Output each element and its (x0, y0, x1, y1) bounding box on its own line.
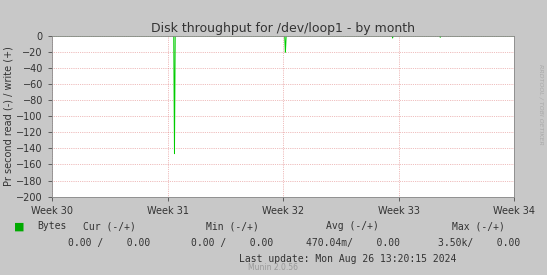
Text: Min (-/+): Min (-/+) (206, 221, 259, 231)
Text: Max (-/+): Max (-/+) (452, 221, 505, 231)
Text: 0.00 /    0.00: 0.00 / 0.00 (68, 238, 150, 248)
Text: Munin 2.0.56: Munin 2.0.56 (248, 263, 299, 272)
Text: Cur (-/+): Cur (-/+) (83, 221, 136, 231)
Title: Disk throughput for /dev/loop1 - by month: Disk throughput for /dev/loop1 - by mont… (151, 21, 415, 35)
Text: 3.50k/    0.00: 3.50k/ 0.00 (438, 238, 520, 248)
Text: Bytes: Bytes (37, 221, 67, 231)
Text: 470.04m/    0.00: 470.04m/ 0.00 (306, 238, 400, 248)
Text: RRDTOOL / TOBI OETIKER: RRDTOOL / TOBI OETIKER (538, 64, 543, 145)
Text: 0.00 /    0.00: 0.00 / 0.00 (191, 238, 274, 248)
Y-axis label: Pr second read (-) / write (+): Pr second read (-) / write (+) (3, 46, 14, 186)
Text: Last update: Mon Aug 26 13:20:15 2024: Last update: Mon Aug 26 13:20:15 2024 (238, 254, 456, 264)
Text: ■: ■ (14, 221, 24, 231)
Text: Avg (-/+): Avg (-/+) (327, 221, 379, 231)
